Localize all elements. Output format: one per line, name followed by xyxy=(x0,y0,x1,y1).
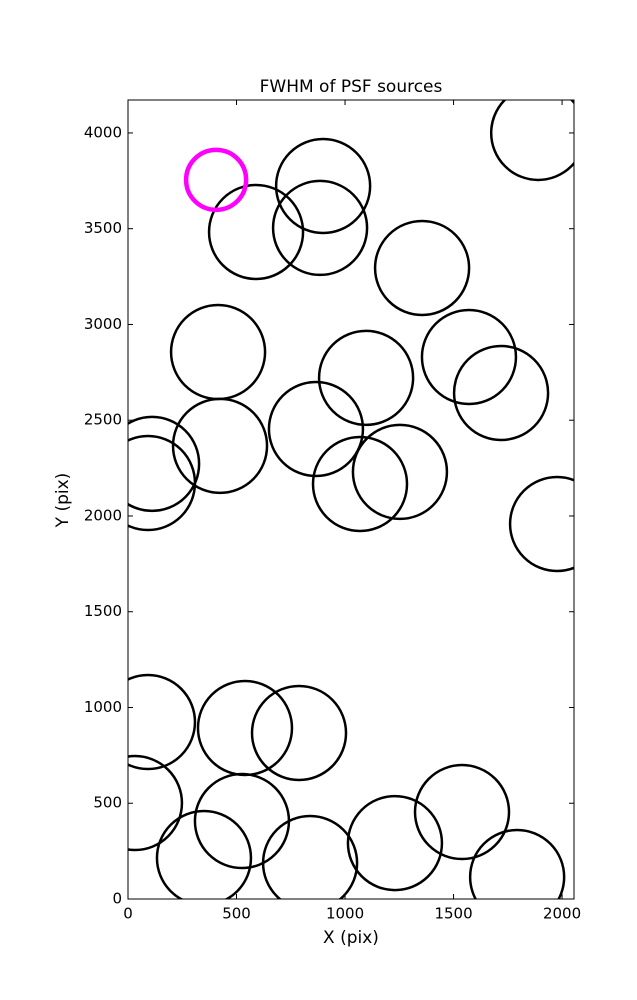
source-circle xyxy=(183,147,249,213)
y-tick-label: 0 xyxy=(112,890,122,908)
source-circle xyxy=(128,434,197,532)
source-circle xyxy=(420,308,518,406)
x-tick-label: 1500 xyxy=(434,905,472,923)
y-tick-label: 1500 xyxy=(84,602,122,620)
source-circle xyxy=(128,754,184,852)
plot-frame xyxy=(127,99,575,900)
x-tick-label: 500 xyxy=(222,905,251,923)
source-circle xyxy=(274,137,372,235)
source-circle xyxy=(468,828,566,899)
y-tick-label: 500 xyxy=(93,794,122,812)
y-tick-label: 3500 xyxy=(84,219,122,237)
source-circle xyxy=(207,183,305,281)
chart-title: FWHM of PSF sources xyxy=(260,77,443,97)
plot-area xyxy=(128,100,574,899)
source-circle xyxy=(489,100,574,182)
source-circle xyxy=(128,415,201,513)
source-circle xyxy=(452,344,550,442)
source-circle xyxy=(267,380,365,478)
source-circle xyxy=(128,673,197,771)
x-tick-label: 0 xyxy=(123,905,133,923)
y-axis-label: Y (pix) xyxy=(53,473,73,529)
source-circle xyxy=(508,475,574,573)
y-tick-label: 4000 xyxy=(84,123,122,141)
source-circle xyxy=(155,809,253,899)
source-circle xyxy=(413,763,511,861)
source-circle xyxy=(317,329,415,427)
source-circle xyxy=(250,684,348,782)
source-circle xyxy=(171,397,269,495)
source-circle xyxy=(311,435,409,533)
source-circle xyxy=(261,814,359,899)
x-tick-label: 2000 xyxy=(543,905,581,923)
y-tick-label: 2000 xyxy=(84,506,122,524)
y-tick-label: 3000 xyxy=(84,315,122,333)
y-tick-label: 1000 xyxy=(84,698,122,716)
source-circle xyxy=(351,423,449,521)
source-circle xyxy=(271,179,369,277)
source-circle xyxy=(346,794,444,892)
source-circle xyxy=(373,219,471,317)
x-axis-label: X (pix) xyxy=(323,928,379,948)
y-tick-label: 2500 xyxy=(84,411,122,429)
x-tick-label: 1000 xyxy=(326,905,364,923)
